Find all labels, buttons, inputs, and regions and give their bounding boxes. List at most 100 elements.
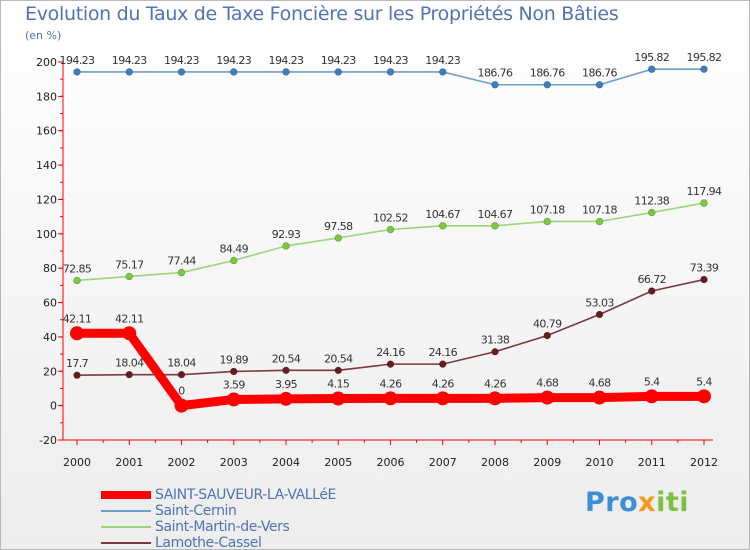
data-point [386,360,395,368]
data-point [334,68,342,76]
data-label: 194.23 [269,54,304,67]
data-point [592,390,607,405]
y-tick-label: 20 [43,365,57,378]
data-label: 4.26 [484,377,507,390]
x-tick-label: 2003 [220,456,248,469]
data-label: 194.23 [373,54,408,67]
data-label: 31.38 [481,334,510,347]
x-tick-label: 2008 [481,456,509,469]
legend-label: Lamothe-Cassel [155,534,262,550]
y-tick-label: 60 [43,297,57,310]
data-point [73,371,81,379]
data-point [386,68,395,76]
data-label: 102.52 [373,211,408,224]
y-tick-label: 160 [36,125,57,138]
data-label: 73.39 [690,262,719,275]
x-tick-label: 2004 [272,456,300,469]
logo-part: Pro [585,487,639,518]
legend-item: Saint-Martin-de-Vers [101,518,290,535]
data-point [648,208,656,217]
legend-label: Saint-Martin-de-Vers [155,518,290,535]
data-label: 53.03 [585,297,614,310]
x-tick-label: 2002 [168,456,196,469]
legend-label: SAINT-SAUVEUR-LA-VALLéE [155,486,336,503]
data-label: 4.15 [327,378,350,391]
data-label: 194.23 [112,54,147,67]
data-point [439,360,447,368]
data-point [543,331,551,340]
data-point [700,275,708,284]
data-label: 186.76 [530,67,565,80]
data-point [595,81,604,89]
legend-swatch [101,490,151,499]
data-label: 18.04 [115,357,144,370]
y-tick-label: 80 [43,262,57,275]
data-label: 186.76 [478,67,513,80]
data-label: 20.54 [324,352,353,365]
data-label: 3.95 [275,378,298,391]
y-tick-label: 120 [36,193,57,206]
logo-part: x [638,487,657,518]
data-label: 5.4 [644,375,660,388]
data-point [177,370,186,379]
data-point [700,65,708,73]
data-label: 40.79 [533,318,562,331]
data-label: 194.23 [425,54,460,67]
data-label: 195.82 [687,51,722,64]
data-label: 194.23 [60,54,95,67]
data-point [125,272,133,281]
data-point [491,222,499,230]
logo-part: iti [656,487,689,518]
x-tick-label: 2007 [429,456,457,469]
data-label: 19.89 [220,353,249,366]
legend-swatch [101,525,151,528]
series-group [73,199,708,285]
data-point [334,366,342,375]
x-tick-label: 2005 [324,456,352,469]
y-tick-label: 40 [43,331,57,344]
data-point [644,389,659,404]
data-label: 97.58 [324,220,353,233]
legend-swatch [101,541,151,544]
series-group [70,326,711,413]
data-point [226,392,241,407]
data-label: 4.26 [379,377,402,390]
data-label: 17.7 [66,357,89,370]
legend-item: SAINT-SAUVEUR-LA-VALLéE [101,486,336,503]
data-label: 186.76 [582,67,617,80]
unit-label: (en %) [25,29,62,42]
x-tick-label: 2012 [690,456,718,469]
data-point [491,81,499,89]
data-point [73,276,81,285]
data-label: 66.72 [638,273,667,286]
data-point [230,68,238,76]
data-point [230,256,238,265]
data-point [331,391,346,406]
data-point [230,367,238,376]
data-label: 104.67 [478,208,513,221]
y-tick-label: -20 [39,434,57,447]
data-label: 92.93 [272,228,301,241]
x-tick-label: 2000 [63,456,91,469]
y-tick-label: 0 [50,400,57,413]
data-point [439,68,447,76]
series-group [73,65,708,89]
data-point [282,68,290,76]
data-point [439,222,447,230]
data-point [279,391,293,406]
data-point [697,389,711,404]
data-point [648,65,656,73]
x-tick-label: 2001 [115,456,143,469]
data-label: 112.38 [634,195,669,208]
data-label: 107.18 [582,203,617,216]
data-label: 77.44 [167,255,196,268]
x-tick-label: 2009 [533,456,561,469]
x-tick-label: 2006 [377,456,405,469]
proxiti-logo: Proxiti [585,487,689,518]
data-label: 18.04 [167,357,196,370]
data-point [122,326,137,341]
y-tick-label: 140 [36,159,57,172]
data-label: 104.67 [425,208,460,221]
data-point [174,398,189,413]
data-label: 5.4 [696,375,712,388]
